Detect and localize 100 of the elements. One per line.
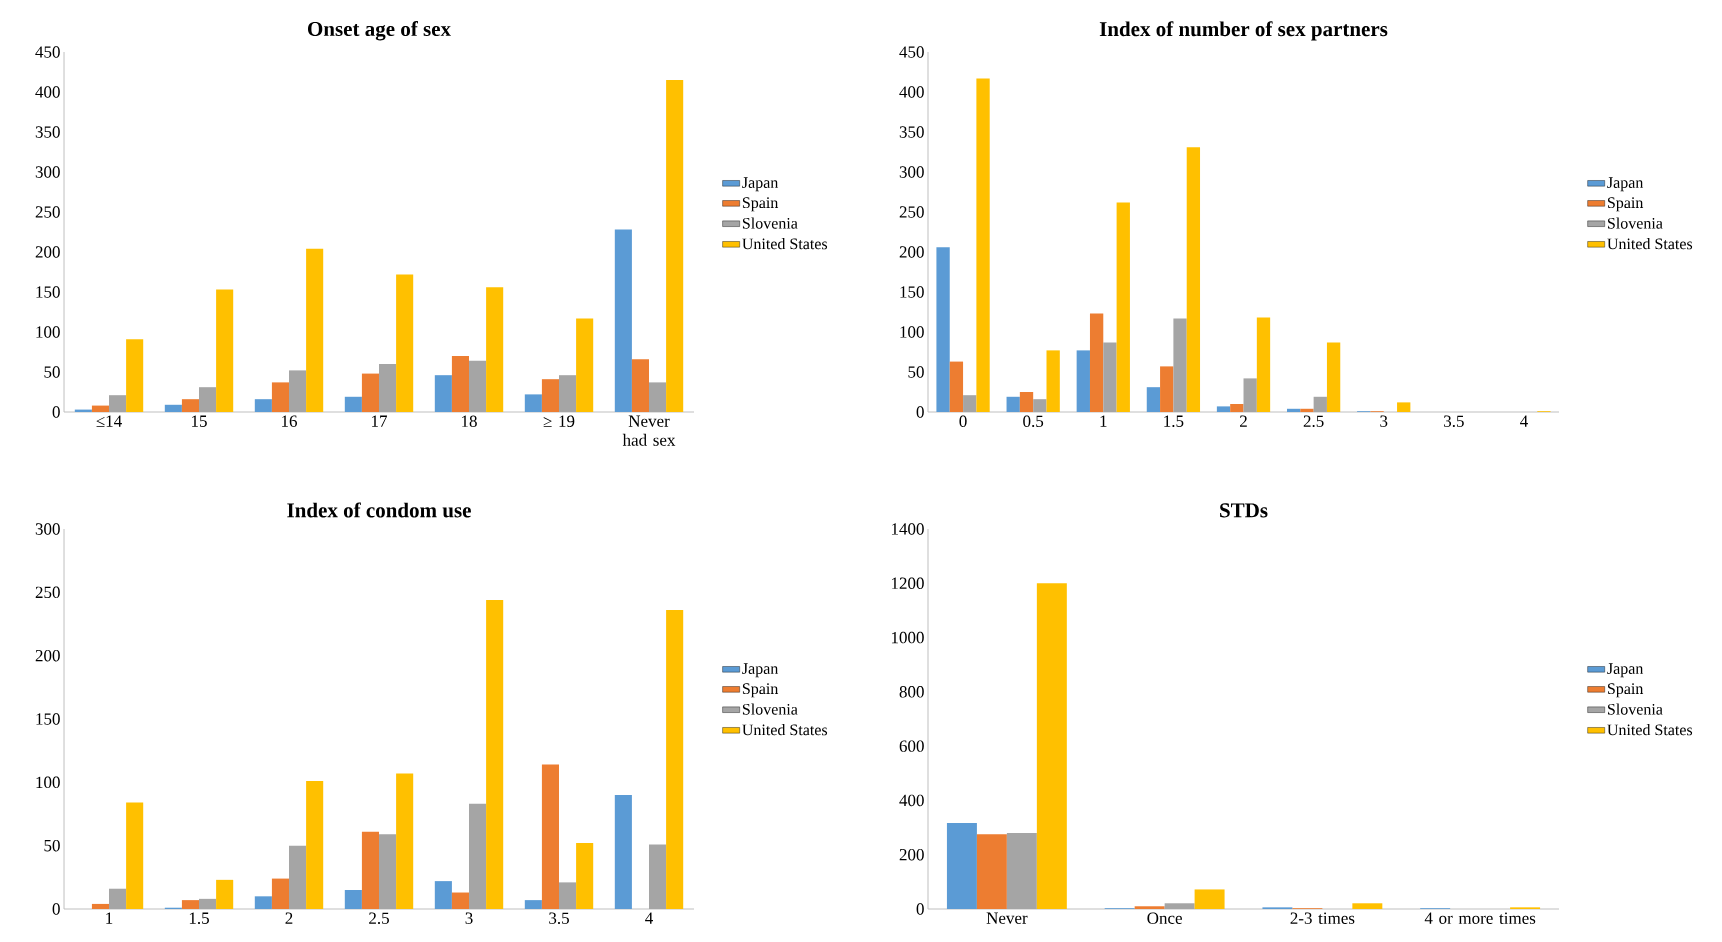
bar — [1186, 147, 1201, 412]
x-tick-label: 0 — [959, 415, 967, 427]
bar — [486, 287, 504, 412]
x-tick-label: 17 — [372, 415, 388, 427]
x-tick-label: 3 — [1380, 415, 1388, 427]
legend-label: United States — [742, 238, 828, 250]
x-tick-label: 15 — [192, 415, 207, 427]
bar — [1256, 317, 1271, 412]
bar — [541, 379, 560, 412]
bar — [1230, 403, 1244, 412]
bar — [1164, 903, 1195, 909]
y-tick-label: 0 — [916, 903, 924, 915]
bar — [469, 360, 487, 412]
x-tick-label: 3 — [465, 912, 473, 924]
bar — [126, 802, 144, 909]
bar — [1326, 342, 1341, 412]
legend-label: Spain — [1607, 197, 1644, 212]
x-tick-label: 2.5 — [1303, 415, 1324, 428]
bar — [1046, 350, 1060, 412]
bar — [1243, 378, 1257, 412]
y-tick-label: 150 — [900, 286, 924, 298]
x-tick-label: Never — [986, 912, 1028, 924]
y-tick-label: 300 — [899, 166, 924, 178]
y-tick-label: 400 — [35, 86, 60, 98]
legend-label: Slovenia — [742, 217, 798, 229]
legend-label: Japan — [742, 177, 779, 192]
bar — [1194, 889, 1225, 909]
y-tick-label: 50 — [908, 366, 924, 378]
bar — [289, 370, 307, 412]
x-tick-label: ≤14 — [96, 415, 122, 427]
y-tick-label: 400 — [899, 794, 924, 807]
legend-label: United States — [1607, 238, 1693, 250]
bar — [946, 822, 977, 909]
y-tick-label: 450 — [35, 46, 60, 58]
bar — [1019, 391, 1034, 412]
bar — [541, 764, 560, 909]
y-tick-label: 350 — [899, 126, 924, 138]
bar — [524, 900, 542, 909]
bar — [344, 396, 362, 412]
chart-title: Index of number of sex partners — [1099, 21, 1388, 41]
x-tick-label: Once — [1147, 912, 1182, 924]
bar — [254, 896, 272, 909]
x-tick-label: 0.5 — [1023, 415, 1044, 428]
x-tick-label: 3.5 — [1444, 415, 1464, 428]
bar — [524, 394, 542, 412]
bar — [936, 247, 950, 412]
y-tick-label: 200 — [35, 246, 60, 258]
y-tick-label: 800 — [899, 686, 924, 698]
bar — [271, 382, 290, 412]
x-tick-label: 4 — [645, 912, 653, 924]
y-tick-label: 0 — [52, 406, 60, 418]
bar — [451, 892, 470, 909]
bar — [559, 882, 577, 909]
bar — [949, 361, 964, 412]
bar — [576, 843, 594, 909]
bar — [91, 405, 110, 412]
bar — [216, 879, 234, 909]
bar — [1397, 402, 1411, 412]
bar — [469, 803, 487, 909]
bar — [306, 248, 324, 412]
bar — [379, 834, 397, 909]
y-tick-label: 150 — [36, 286, 60, 298]
x-tick-label: 18 — [462, 415, 477, 427]
bar — [1134, 906, 1165, 909]
legend-label: Spain — [1607, 683, 1644, 698]
bar — [1076, 350, 1090, 412]
y-tick-label: 100 — [36, 776, 60, 789]
y-tick-label: 350 — [35, 126, 60, 138]
bar — [1089, 313, 1104, 412]
bar — [379, 363, 397, 412]
chart-title: Onset age of sex — [308, 21, 451, 41]
x-tick-label: 4 — [1520, 415, 1528, 427]
bar — [1313, 396, 1327, 412]
bar — [666, 610, 684, 909]
y-tick-label: 100 — [900, 326, 924, 338]
bar — [126, 339, 144, 412]
y-tick-label: 1400 — [891, 523, 924, 535]
x-tick-label: 2 — [1240, 415, 1247, 427]
x-tick-label: ≥ 19 — [543, 415, 575, 427]
legend-label: Japan — [1607, 177, 1644, 192]
bar — [1103, 342, 1117, 412]
bar — [254, 399, 272, 412]
legend-label: Japan — [742, 663, 779, 678]
bar — [289, 845, 307, 909]
bar — [1006, 396, 1020, 412]
y-tick-label: 250 — [35, 586, 60, 599]
bar — [1006, 832, 1037, 909]
bar — [181, 900, 200, 909]
bar — [199, 898, 217, 909]
y-tick-label: 250 — [35, 206, 60, 218]
x-tick-label: 1 — [1100, 415, 1107, 427]
bar — [1033, 399, 1047, 412]
bar — [976, 78, 990, 412]
x-tick-label: 2.5 — [369, 912, 389, 925]
bar — [649, 382, 667, 412]
bar — [1286, 408, 1301, 412]
x-tick-label: 1.5 — [189, 912, 209, 924]
bar — [666, 79, 684, 412]
legend-label: Spain — [742, 683, 779, 698]
bar — [1036, 583, 1067, 909]
